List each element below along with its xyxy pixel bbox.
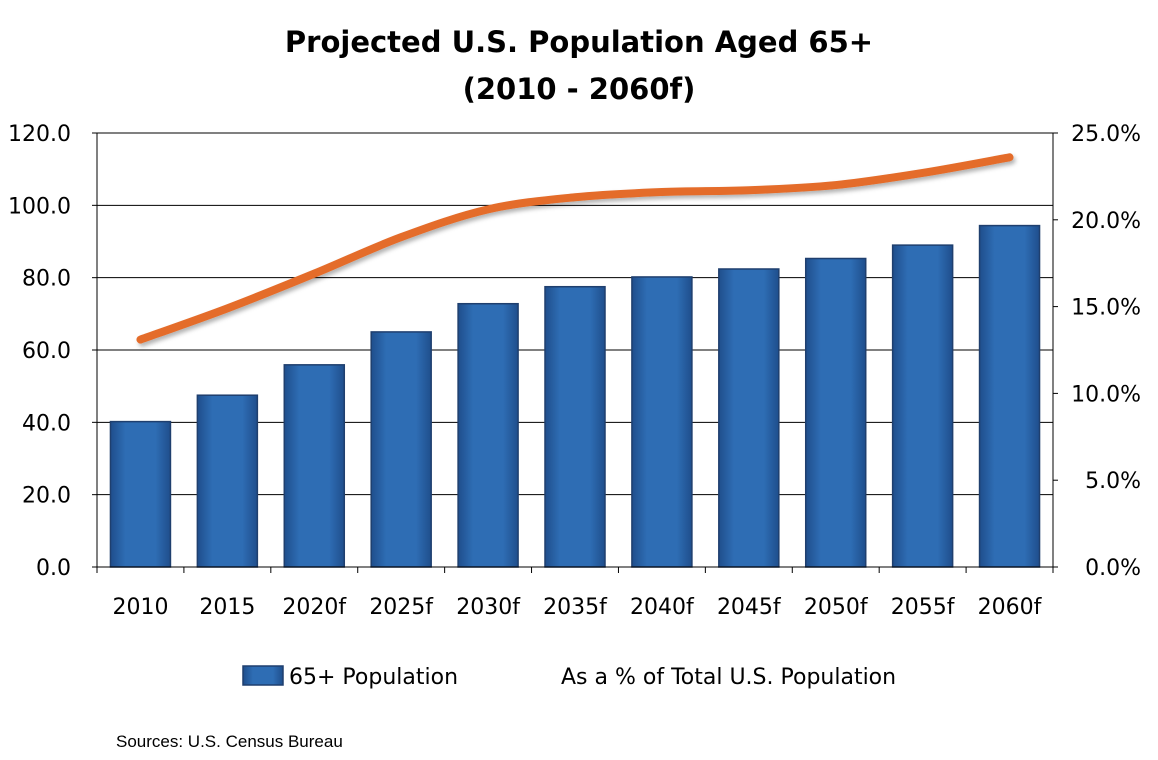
pct-point <box>574 196 576 198</box>
pct-point <box>313 273 315 275</box>
right-tick-label: 0.0% <box>1085 556 1141 581</box>
left-tick-label: 80.0 <box>22 267 71 292</box>
right-tick-label: 20.0% <box>1071 209 1141 234</box>
x-tick-label: 2030f <box>456 595 521 620</box>
x-tick-label: 2020f <box>282 595 347 620</box>
x-tick-label: 2060f <box>978 595 1043 620</box>
x-tick-label: 2050f <box>804 595 869 620</box>
x-tick-label: 2010 <box>112 595 168 620</box>
pct-point <box>748 189 750 191</box>
pct-point <box>139 339 141 341</box>
legend-line-label: As a % of Total U.S. Population <box>561 665 896 690</box>
x-tick-label: 2015 <box>199 595 255 620</box>
bar-series <box>109 224 1041 568</box>
right-tick-label: 5.0% <box>1085 469 1141 494</box>
right-tick-label: 15.0% <box>1071 296 1141 321</box>
pct-point <box>487 208 489 210</box>
pct-point <box>661 191 663 193</box>
left-axis-ticks: 0.0 20.0 40.0 60.0 80.0 100.0 120.0 <box>8 122 71 581</box>
left-tick-label: 60.0 <box>22 339 71 364</box>
axes <box>92 132 1058 573</box>
legend-bar-label: 65+ Population <box>289 665 458 690</box>
x-tick-label: 2035f <box>543 595 608 620</box>
left-tick-label: 40.0 <box>22 411 71 436</box>
x-tick-label: 2040f <box>630 595 695 620</box>
bar <box>631 276 693 568</box>
legend: 65+ Population As a % of Total U.S. Popu… <box>242 665 896 690</box>
bar <box>804 257 867 568</box>
x-tick-label: 2045f <box>717 595 782 620</box>
pct-point <box>1009 156 1011 158</box>
bar <box>978 224 1041 568</box>
bar <box>283 364 346 568</box>
left-tick-label: 100.0 <box>8 194 71 219</box>
left-tick-label: 120.0 <box>8 122 71 147</box>
chart-title: Projected U.S. Population Aged 65+ <box>285 25 873 59</box>
legend-bar-swatch <box>242 665 284 686</box>
x-tick-label: 2025f <box>369 595 434 620</box>
bar <box>457 302 519 568</box>
bar <box>891 244 954 568</box>
x-axis-ticks: 2010 2015 2020f 2025f 2030f 2035f 2040f 2045f 20… <box>112 595 1042 620</box>
bar <box>544 285 606 568</box>
bar <box>370 331 432 568</box>
left-tick-label: 20.0 <box>22 484 71 509</box>
pct-point <box>835 184 837 186</box>
source-note: Sources: U.S. Census Bureau <box>116 732 343 751</box>
chart-subtitle: (2010 - 2060f) <box>463 72 696 106</box>
right-tick-label: 25.0% <box>1071 122 1141 147</box>
pct-point <box>226 307 228 309</box>
bar <box>109 420 172 568</box>
chart: Projected U.S. Population Aged 65+ (2010… <box>8 25 1141 690</box>
pct-point <box>922 172 924 174</box>
right-tick-label: 10.0% <box>1071 382 1141 407</box>
right-axis-ticks: 0.0% 5.0% 10.0% 15.0% 20.0% 25.0% <box>1071 122 1141 581</box>
bar <box>718 268 780 568</box>
pct-point <box>400 236 402 238</box>
line-series <box>136 153 1014 344</box>
bar <box>196 394 259 568</box>
x-tick-label: 2055f <box>891 595 956 620</box>
left-tick-label: 0.0 <box>36 556 71 581</box>
